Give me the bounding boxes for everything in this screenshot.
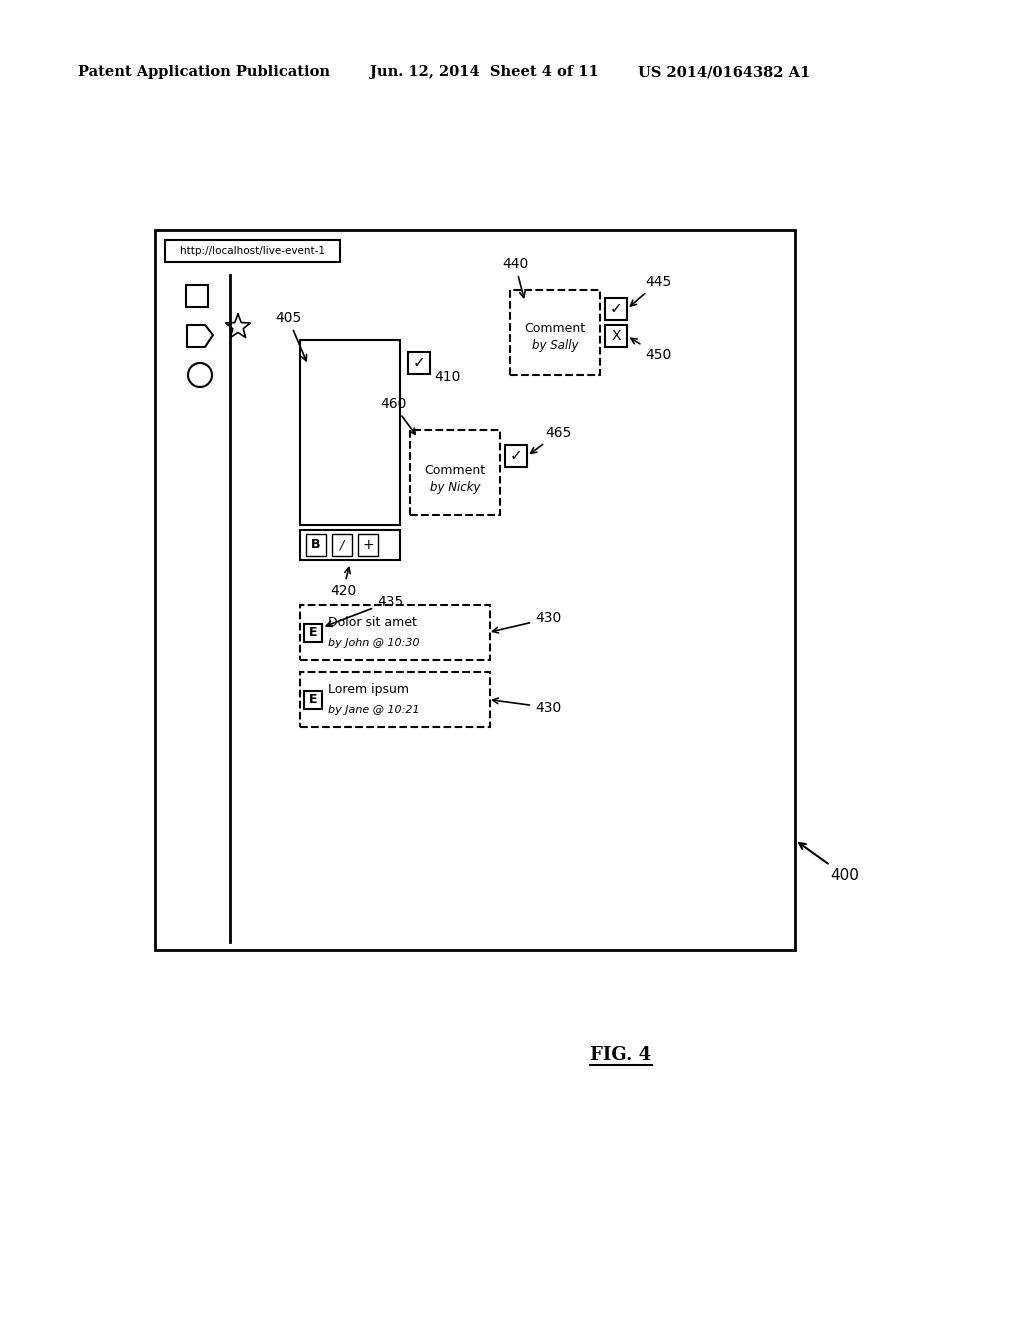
Bar [505, 445, 527, 467]
Text: Dolor sit amet: Dolor sit amet [328, 616, 417, 630]
Bar [300, 341, 400, 525]
Bar [155, 230, 795, 950]
Text: FIG. 4: FIG. 4 [590, 1045, 651, 1064]
Text: E: E [309, 626, 317, 639]
Text: +: + [362, 539, 374, 552]
Text: /: / [340, 539, 344, 552]
Text: 445: 445 [631, 275, 672, 306]
Text: http://localhost/live-event-1: http://localhost/live-event-1 [180, 246, 325, 256]
Bar [165, 240, 340, 261]
Text: 420: 420 [330, 568, 356, 598]
Text: by Nicky: by Nicky [430, 482, 480, 495]
Text: E: E [309, 693, 317, 706]
Text: 400: 400 [799, 843, 859, 883]
Text: Jun. 12, 2014  Sheet 4 of 11: Jun. 12, 2014 Sheet 4 of 11 [370, 65, 599, 79]
Bar [304, 623, 322, 642]
Bar [300, 672, 490, 727]
Text: Patent Application Publication: Patent Application Publication [78, 65, 330, 79]
Text: 450: 450 [631, 338, 672, 362]
Bar [408, 352, 430, 374]
Text: 440: 440 [502, 257, 528, 297]
Text: 405: 405 [275, 312, 306, 360]
Text: ✓: ✓ [413, 355, 425, 371]
Bar [510, 290, 600, 375]
Text: ✓: ✓ [609, 301, 623, 317]
Text: Lorem ipsum: Lorem ipsum [328, 684, 409, 697]
Bar [186, 285, 208, 308]
Text: Comment: Comment [424, 463, 485, 477]
Bar [332, 535, 352, 556]
Text: by Sally: by Sally [531, 339, 579, 352]
Text: 460: 460 [380, 397, 416, 434]
Bar [605, 298, 627, 319]
Text: Comment: Comment [524, 322, 586, 334]
Bar [306, 535, 326, 556]
Bar [304, 690, 322, 709]
Text: 465: 465 [530, 426, 571, 453]
Bar [300, 605, 490, 660]
Text: B: B [311, 539, 321, 552]
Bar [300, 531, 400, 560]
Text: ✓: ✓ [510, 449, 522, 463]
Bar [605, 325, 627, 347]
Text: by Jane @ 10:21: by Jane @ 10:21 [328, 705, 420, 715]
Text: 430: 430 [493, 698, 561, 714]
Text: 410: 410 [434, 370, 461, 384]
Circle shape [188, 363, 212, 387]
Bar [410, 430, 500, 515]
Bar [358, 535, 378, 556]
Text: X: X [611, 329, 621, 343]
Text: by John @ 10:30: by John @ 10:30 [328, 638, 420, 648]
Text: 430: 430 [493, 611, 561, 632]
Text: US 2014/0164382 A1: US 2014/0164382 A1 [638, 65, 810, 79]
Text: 435: 435 [327, 594, 403, 627]
